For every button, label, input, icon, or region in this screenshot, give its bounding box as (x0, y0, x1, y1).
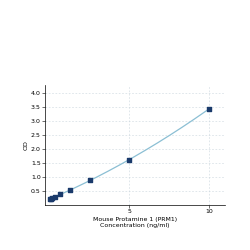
Point (53, 195, 57, 199)
Y-axis label: OD: OD (23, 140, 28, 150)
Point (48, 198, 52, 202)
Point (58, 192, 62, 196)
Point (68, 188, 72, 192)
Point (50, 196, 54, 200)
Point (128, 158, 132, 162)
Point (49, 197, 53, 201)
Point (207, 107, 211, 111)
X-axis label: Mouse Protamine 1 (PRM1)
Concentration (ng/ml): Mouse Protamine 1 (PRM1) Concentration (… (93, 217, 177, 228)
Point (88, 178, 92, 182)
